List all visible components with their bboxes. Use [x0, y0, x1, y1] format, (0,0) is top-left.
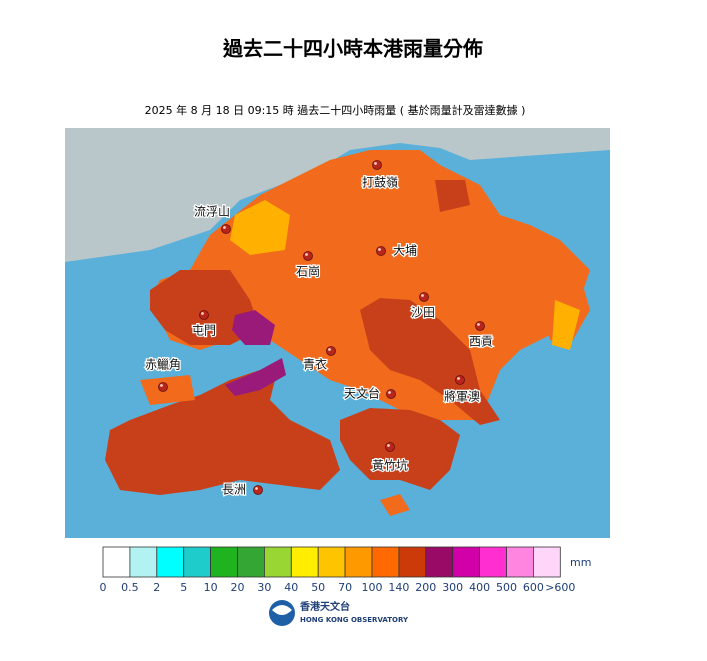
- legend-swatch: [371, 546, 400, 578]
- station-marker: [303, 251, 313, 261]
- legend-label: 30: [257, 581, 271, 594]
- place-label: 長洲: [222, 483, 246, 497]
- airport: [140, 375, 195, 405]
- legend-swatch: [263, 546, 292, 578]
- map: [65, 128, 610, 538]
- legend-label: 300: [442, 581, 463, 594]
- legend-label: 200: [415, 581, 436, 594]
- very-heavy-rain-area: [232, 310, 275, 345]
- subtitle: 2025 年 8 月 18 日 09:15 時 過去二十四小時雨量 ( 基於雨量…: [145, 103, 526, 117]
- logo-name-en: HONG KONG OBSERVATORY: [300, 616, 409, 624]
- legend-swatch: [290, 546, 319, 578]
- station-marker: [199, 310, 209, 320]
- legend-label: 10: [204, 581, 218, 594]
- marker-highlight: [378, 248, 381, 251]
- place-label: 黃竹坑: [372, 458, 408, 473]
- legend-swatch: [183, 546, 211, 578]
- station-marker: [386, 389, 396, 399]
- marker-highlight: [201, 312, 204, 315]
- marker-highlight: [477, 323, 480, 326]
- lantau: [105, 370, 340, 495]
- marker-highlight: [305, 253, 308, 256]
- station-marker: [376, 246, 386, 256]
- station-marker: [158, 382, 168, 392]
- place-label: 大埔: [393, 244, 417, 258]
- legend-swatch: [237, 546, 265, 578]
- legend-label: >600: [545, 581, 575, 594]
- legend-swatch: [533, 546, 561, 578]
- marker-highlight: [255, 487, 258, 490]
- legend-label: 500: [496, 581, 517, 594]
- legend-swatch: [344, 546, 373, 578]
- legend-label: 20: [231, 581, 245, 594]
- marker-highlight: [387, 444, 390, 447]
- legend-unit: mm: [570, 556, 591, 569]
- legend-swatch: [452, 546, 481, 578]
- marker-highlight: [421, 294, 424, 297]
- low-rain-area: [230, 200, 290, 255]
- legend-swatch: [210, 546, 238, 578]
- legend-label: 0: [100, 581, 107, 594]
- legend-swatch: [506, 546, 534, 578]
- place-label: 石崗: [296, 265, 320, 279]
- legend-label: 600: [523, 581, 544, 594]
- station-marker: [455, 375, 465, 385]
- marker-highlight: [388, 391, 391, 394]
- legend-label: 70: [338, 581, 352, 594]
- station-marker: [475, 321, 485, 331]
- lamma: [380, 494, 410, 516]
- heavy-rain-area: [435, 180, 470, 212]
- place-label: 青衣: [303, 357, 327, 372]
- mainland: [65, 128, 610, 262]
- legend-label: 100: [362, 581, 383, 594]
- place-label: 屯門: [192, 324, 216, 338]
- heavy-rain-area: [360, 298, 500, 425]
- marker-highlight: [223, 226, 226, 229]
- marker-highlight: [328, 348, 331, 351]
- marker-highlight: [160, 384, 163, 387]
- legend-label: 400: [469, 581, 490, 594]
- legend-swatch: [479, 546, 507, 578]
- hk-island: [340, 408, 460, 490]
- heavy-rain-area: [150, 270, 260, 345]
- legend-label: 40: [284, 581, 298, 594]
- place-label: 西貢: [469, 335, 493, 349]
- legend-label: 2: [153, 581, 160, 594]
- marker-highlight: [374, 162, 377, 165]
- legend-label: 140: [388, 581, 409, 594]
- legend-label: 50: [311, 581, 325, 594]
- legend-swatch: [398, 546, 427, 578]
- legend-swatch: [156, 546, 185, 578]
- legend-swatch: [102, 546, 131, 578]
- legend-swatch: [425, 546, 454, 578]
- title: 過去二十四小時本港雨量分佈: [222, 37, 483, 61]
- logo-name-zh: 香港天文台: [300, 600, 350, 613]
- marker-highlight: [457, 377, 460, 380]
- station-marker: [253, 485, 263, 495]
- legend-label: 5: [180, 581, 187, 594]
- legend-label: 0.5: [121, 581, 139, 594]
- place-label: 將軍澳: [444, 389, 480, 404]
- legend-swatch: [317, 546, 346, 578]
- place-label: 天文台: [344, 386, 380, 401]
- low-rain-area: [552, 300, 580, 350]
- legend-swatch: [129, 546, 158, 578]
- place-label: 沙田: [411, 306, 435, 320]
- place-label: 赤鱲角: [145, 358, 181, 372]
- logo: 香港天文台 HONG KONG OBSERVATORY: [269, 600, 409, 626]
- place-label: 流浮山: [194, 205, 230, 219]
- very-heavy-rain-area: [225, 358, 286, 396]
- place-label: 打鼓嶺: [362, 176, 398, 190]
- station-marker: [385, 442, 395, 452]
- logo-emblem-mark: [272, 605, 292, 615]
- station-marker: [419, 292, 429, 302]
- station-marker: [372, 160, 382, 170]
- station-marker: [326, 346, 336, 356]
- station-marker: [221, 224, 231, 234]
